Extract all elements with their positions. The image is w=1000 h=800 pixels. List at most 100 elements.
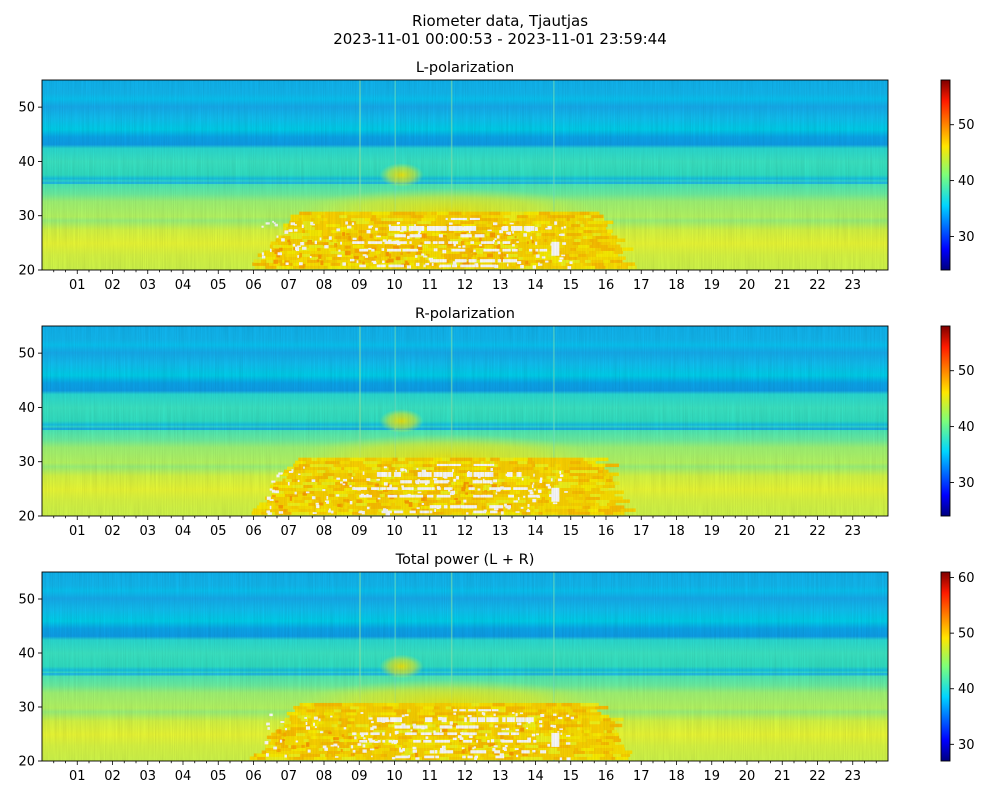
x-tick-label: 16 [598,278,615,293]
x-tick-label: 18 [668,524,685,539]
x-tick-label: 20 [739,278,756,293]
x-tick-label: 18 [668,278,685,293]
colorbar-gradient [940,79,951,271]
colorbar: 30 40 50 [940,79,975,271]
y-tick-label: 20 [18,264,35,279]
x-tick-label: 08 [316,769,333,784]
x-tick-label: 09 [351,278,368,293]
x-tick-label: 04 [175,278,192,293]
x-tick-label: 11 [421,769,438,784]
colorbar-tick-label: 40 [958,420,975,435]
texture-overlay [42,80,888,270]
x-tick-label: 23 [844,278,861,293]
y-tick-label: 50 [18,593,35,608]
y-tick-label: 20 [18,510,35,525]
panel-title: L-polarization [416,60,514,76]
x-tick-label: 05 [210,769,227,784]
texture-overlay [42,572,888,761]
x-tick-label: 06 [245,278,262,293]
x-tick-label: 11 [421,278,438,293]
x-tick-label: 21 [774,278,791,293]
colorbar-tick-label: 30 [958,476,975,491]
x-tick-label: 19 [703,278,720,293]
colorbar-tick-label: 40 [958,174,975,189]
x-tick-label: 22 [809,769,826,784]
panel-2: R-polarization 20 30 40 50 01 02 03 04 05 06 07 08 09… [18,306,974,539]
x-tick-label: 04 [175,769,192,784]
y-tick-label: 40 [18,401,35,416]
x-tick-label: 02 [104,524,121,539]
y-tick-label: 40 [18,647,35,662]
x-tick-label: 14 [527,769,544,784]
x-tick-label: 21 [774,524,791,539]
x-tick-label: 22 [809,278,826,293]
x-tick-label: 02 [104,278,121,293]
colorbar-tick-label: 50 [958,364,975,379]
x-tick-label: 10 [386,524,403,539]
x-tick-label: 12 [457,524,474,539]
x-tick-label: 23 [844,524,861,539]
x-tick-label: 09 [351,769,368,784]
x-tick-label: 12 [457,278,474,293]
y-tick-label: 50 [18,347,35,362]
heatmap [42,80,888,270]
x-tick-label: 07 [280,278,297,293]
x-tick-label: 04 [175,524,192,539]
x-tick-label: 17 [633,769,650,784]
panel-title: Total power (L + R) [395,552,535,568]
colorbar-tick-label: 30 [958,230,975,245]
x-tick-label: 15 [562,524,579,539]
x-tick-label: 19 [703,769,720,784]
panel-title: R-polarization [415,306,515,322]
x-tick-label: 20 [739,524,756,539]
colorbar-gradient [940,325,951,517]
colorbar: 30 40 50 [940,325,975,517]
texture-overlay [42,326,888,516]
y-tick-label: 30 [18,209,35,224]
heatmap [42,326,888,516]
colorbar-gradient [940,571,951,762]
y-tick-label: 20 [18,755,35,770]
y-tick-label: 30 [18,455,35,470]
colorbar-tick-label: 60 [958,571,975,586]
x-tick-label: 05 [210,524,227,539]
x-tick-label: 23 [844,769,861,784]
x-tick-label: 16 [598,769,615,784]
x-tick-label: 14 [527,278,544,293]
x-tick-label: 17 [633,278,650,293]
x-tick-label: 01 [69,769,86,784]
x-tick-label: 12 [457,769,474,784]
x-tick-label: 13 [492,769,509,784]
x-tick-label: 06 [245,524,262,539]
colorbar-tick-label: 30 [958,738,975,753]
figure-title-line1: Riometer data, Tjautjas [411,12,589,30]
x-tick-label: 13 [492,524,509,539]
x-tick-label: 03 [139,769,156,784]
x-tick-label: 09 [351,524,368,539]
x-tick-label: 06 [245,769,262,784]
x-tick-label: 18 [668,769,685,784]
x-tick-label: 08 [316,524,333,539]
x-tick-label: 08 [316,278,333,293]
colorbar-tick-label: 40 [958,682,975,697]
x-tick-label: 19 [703,524,720,539]
x-tick-label: 16 [598,524,615,539]
x-tick-label: 07 [280,524,297,539]
heatmap [42,572,888,761]
x-tick-label: 15 [562,278,579,293]
x-tick-label: 15 [562,769,579,784]
x-tick-label: 11 [421,524,438,539]
x-tick-label: 02 [104,769,121,784]
colorbar: 30 40 50 60 [940,571,975,762]
figure-title-line2: 2023-11-01 00:00:53 - 2023-11-01 23:59:4… [333,30,667,48]
x-tick-label: 03 [139,524,156,539]
x-tick-label: 14 [527,524,544,539]
x-tick-label: 20 [739,769,756,784]
x-tick-label: 03 [139,278,156,293]
x-tick-label: 10 [386,769,403,784]
colorbar-tick-label: 50 [958,118,975,133]
x-tick-label: 07 [280,769,297,784]
x-tick-label: 10 [386,278,403,293]
colorbar-tick-label: 50 [958,627,975,642]
